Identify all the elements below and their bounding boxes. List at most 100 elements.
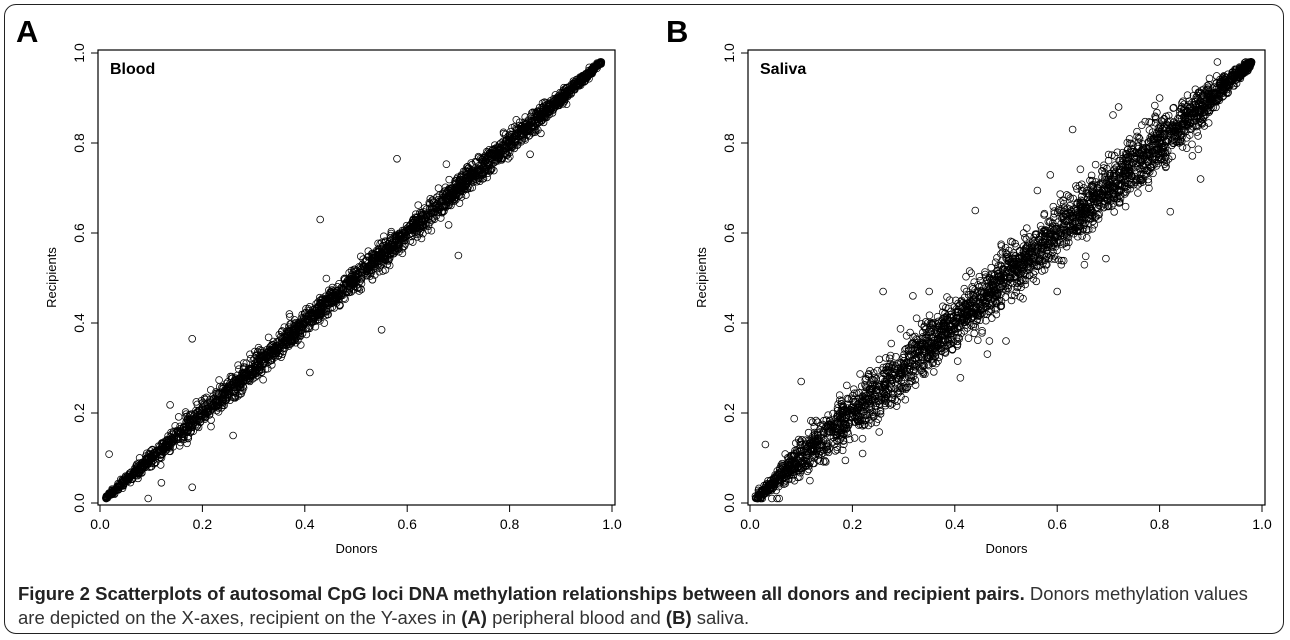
scatter-point (444, 221, 453, 229)
scatter-point (1121, 202, 1130, 211)
scatter-point (456, 181, 465, 190)
scatter-point (485, 158, 494, 167)
scatter-point (1153, 145, 1161, 154)
scatter-point (347, 288, 356, 296)
scatter-points (102, 58, 606, 503)
scatter-point (903, 383, 911, 392)
y-axis: 0.00.20.40.60.81.0 (71, 43, 98, 513)
y-tick-label: 0.8 (71, 133, 87, 153)
scatter-point (320, 319, 329, 327)
scatter-point (335, 301, 344, 309)
scatter-point (1085, 204, 1093, 212)
scatter-point (293, 324, 302, 332)
scatter-point (1004, 284, 1012, 293)
scatter-point (400, 234, 408, 243)
scatter-point (1075, 182, 1084, 190)
y-tick-label: 0.2 (71, 403, 87, 423)
y-tick-label: 0.6 (71, 223, 87, 243)
scatter-point (267, 356, 276, 364)
scatter-point (776, 472, 785, 480)
scatter-point (110, 486, 118, 494)
x-tick-label: 0.8 (500, 516, 520, 532)
y-tick-label: 0.4 (71, 313, 87, 333)
scatter-point (1158, 117, 1166, 125)
scatter-point (1014, 282, 1022, 291)
scatter-point (207, 422, 215, 431)
scatter-point (435, 197, 443, 206)
scatter-point (775, 494, 783, 503)
scatter-point (864, 421, 873, 430)
scatter-point (575, 77, 584, 85)
y-tick-label: 1.0 (71, 43, 87, 63)
scatter-point (240, 359, 248, 367)
scatter-point (134, 474, 142, 483)
scatter-point (970, 320, 978, 328)
scatter-point (558, 96, 567, 104)
scatter-point (833, 445, 842, 454)
scatter-point (219, 396, 227, 405)
scatter-point (315, 298, 324, 307)
scatter-point (122, 473, 131, 481)
scatter-point (525, 120, 534, 129)
scatter-point (162, 442, 170, 451)
scatter-point (1153, 108, 1161, 117)
scatter-point (1043, 252, 1051, 260)
scatter-point (917, 366, 926, 374)
scatter-point (1108, 151, 1116, 159)
scatter-point (803, 451, 811, 460)
scatter-point (333, 294, 341, 303)
scatter-point (364, 247, 373, 255)
scatter-point (309, 314, 317, 323)
scatter-point (1108, 202, 1116, 210)
scatter-point (195, 412, 204, 420)
scatter-point (472, 158, 481, 166)
scatter-point (260, 351, 268, 360)
scatter-point (432, 212, 441, 220)
scatter-point (174, 413, 183, 421)
scatter-point (991, 258, 1000, 267)
scatter-point (1205, 80, 1213, 89)
scatter-point (1032, 277, 1041, 286)
scatter-point (843, 381, 851, 390)
scatter-point (446, 194, 454, 202)
scatter-point (152, 447, 161, 456)
scatter-point (202, 393, 211, 402)
scatter-point (381, 266, 390, 274)
scatter-point (552, 101, 561, 109)
scatter-point (1145, 184, 1153, 192)
x-tick-label: 0.2 (193, 516, 213, 532)
scatter-point (468, 169, 477, 177)
scatter-point (305, 324, 314, 333)
scatter-point (568, 83, 577, 92)
scatter-point (985, 307, 993, 316)
scatter-point (381, 256, 389, 264)
scatter-point (1088, 182, 1097, 190)
scatter-point (440, 202, 449, 210)
scatter-point (1169, 118, 1178, 127)
scatter-point (970, 329, 978, 338)
scatter-point (1084, 200, 1092, 208)
scatter-point (1111, 161, 1119, 169)
outlier-point (229, 431, 237, 440)
scatter-point (948, 345, 956, 354)
scatter-point (1086, 176, 1094, 185)
scatter-point (545, 107, 553, 115)
scatter-point (1047, 230, 1056, 239)
scatter-point (529, 108, 537, 117)
scatter-point (1136, 170, 1145, 178)
scatter-point (372, 264, 380, 272)
scatter-point (1140, 166, 1149, 174)
scatter-point (123, 477, 132, 486)
scatter-point (510, 132, 519, 140)
scatter-point (254, 343, 263, 352)
scatter-point (1148, 155, 1157, 164)
scatter-point (463, 163, 471, 171)
scatter-point (321, 311, 330, 320)
scatter-point (838, 432, 846, 441)
scatter-point (441, 187, 450, 195)
scatter-point (860, 420, 869, 429)
scatter-point (524, 121, 533, 129)
scatter-point (271, 343, 280, 352)
scatter-point (824, 420, 832, 429)
scatter-point (1110, 152, 1119, 160)
